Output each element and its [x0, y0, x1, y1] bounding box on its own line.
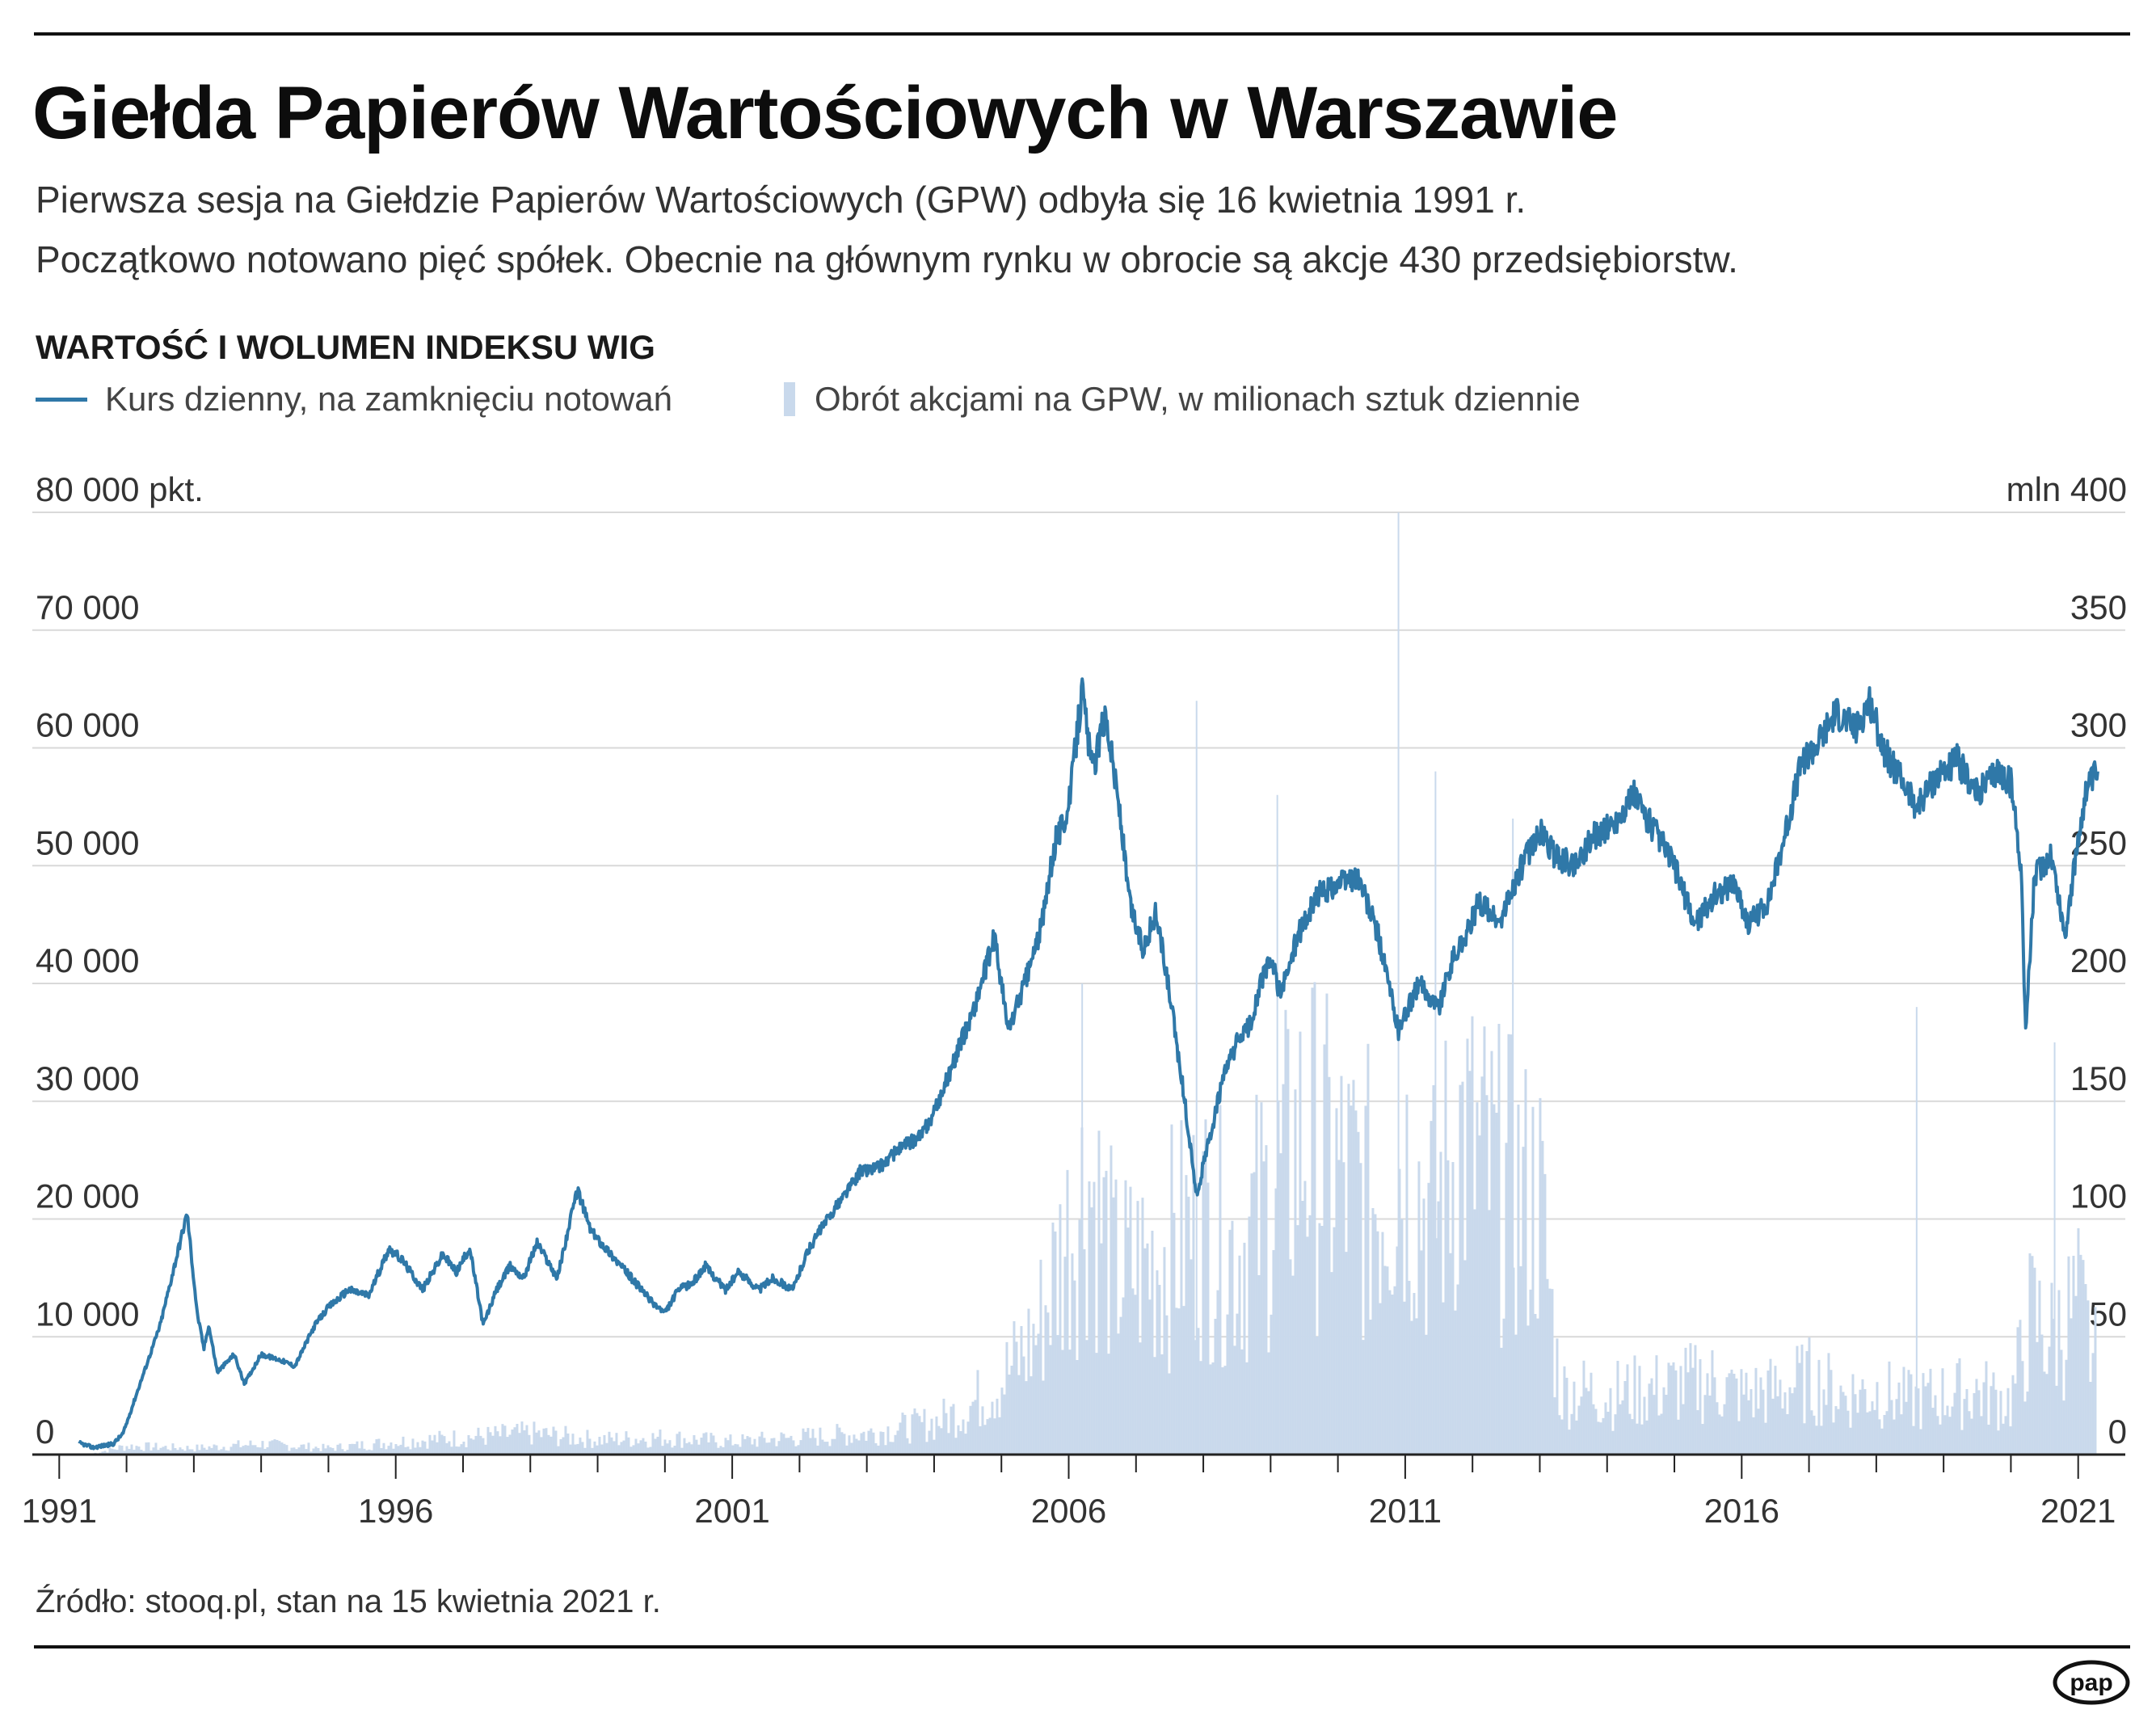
top-rule: [34, 32, 2130, 36]
page-title: Giełda Papierów Wartościowych w Warszawi…: [32, 72, 1618, 154]
y-left-tick-label: 60 000: [36, 706, 139, 744]
y-right-tick-label: 300: [2070, 706, 2127, 744]
legend-item-volume: Obrót akcjami na GPW, w milionach sztuk …: [784, 380, 1581, 419]
legend-bar-swatch: [784, 382, 795, 416]
svg-text:pap: pap: [2070, 1670, 2112, 1696]
x-tick-label: 1991: [22, 1492, 97, 1530]
y-axis-left-labels: 0 10 000 20 000 30 000 40 000 50 000 60 000 70 …: [36, 470, 204, 1451]
legend-line-swatch: [36, 397, 87, 402]
legend-volume-label: Obrót akcjami na GPW, w milionach sztuk …: [815, 380, 1581, 418]
pap-logo: pap: [2053, 1660, 2130, 1705]
wig-price-line: [78, 677, 2099, 1451]
x-tick-label: 2021: [2040, 1492, 2116, 1530]
subtitle-line-1: Pierwsza sesja na Giełdzie Papierów Wart…: [36, 179, 1526, 221]
y-right-tick-label: 150: [2070, 1059, 2127, 1097]
x-tick-label: 2001: [694, 1492, 769, 1530]
x-tick-label: 2011: [1369, 1492, 1442, 1530]
x-tick-label: 1996: [358, 1492, 433, 1530]
y-left-tick-label: 20 000: [36, 1177, 139, 1215]
y-right-tick-label: 0: [2108, 1413, 2127, 1451]
y-left-tick-label: 50 000: [36, 823, 139, 861]
y-right-tick-label: mln 400: [2007, 470, 2127, 508]
bottom-rule: [34, 1645, 2130, 1649]
price-line-layer: [78, 677, 2099, 1451]
y-left-tick-label: 30 000: [36, 1059, 139, 1097]
volume-bars: [91, 512, 2097, 1455]
legend-price-label: Kurs dzienny, na zamknięciu notowań: [105, 380, 672, 418]
y-left-tick-label: 70 000: [36, 588, 139, 626]
y-left-tick-label: 10 000: [36, 1295, 139, 1333]
y-left-tick-label: 40 000: [36, 941, 139, 979]
x-tick-label: 2016: [1704, 1492, 1779, 1530]
y-right-tick-label: 350: [2070, 588, 2127, 626]
source-note: Źródło: stooq.pl, stan na 15 kwietnia 20…: [36, 1584, 661, 1619]
y-right-tick-label: 100: [2070, 1177, 2127, 1215]
x-axis: 1991 1996 2001 2006 2011 2016 2021: [22, 1453, 2125, 1530]
y-left-tick-label: 80 000 pkt.: [36, 470, 204, 508]
x-tick-label: 2006: [1031, 1492, 1106, 1530]
grid-lines: [32, 512, 2125, 1338]
legend-item-price: Kurs dzienny, na zamknięciu notowań: [36, 380, 672, 419]
subtitle-line-2: Początkowo notowano pięć spółek. Obecnie…: [36, 238, 1738, 280]
y-left-tick-label: 0: [36, 1413, 54, 1451]
y-right-tick-label: 200: [2070, 941, 2127, 979]
chart-title: WARTOŚĆ I WOLUMEN INDEKSU WIG: [36, 328, 655, 366]
